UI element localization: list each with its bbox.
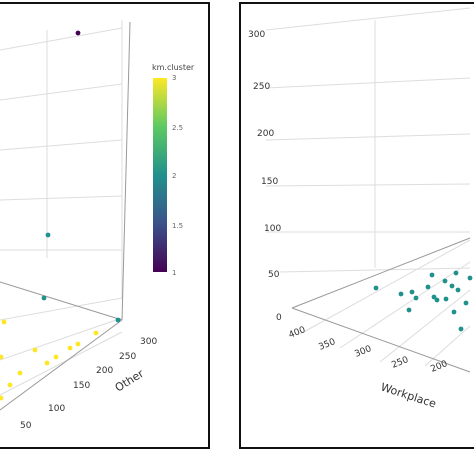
left-panel-frame — [0, 2, 210, 449]
left-data-point — [44, 360, 50, 366]
right-data-point — [463, 300, 469, 306]
left-data-point — [0, 354, 4, 360]
right-data-point — [458, 326, 464, 332]
colorbar-legend: km.cluster 3 2.5 2 1.5 1 — [152, 63, 195, 277]
left-depth-tick-label: 100 — [48, 404, 65, 414]
right-data-point — [453, 270, 459, 276]
right-data-point — [451, 309, 457, 315]
right-vertical-tick-label: 150 — [261, 177, 278, 187]
left-depth-tick-label: 300 — [140, 337, 157, 347]
left-scatter-points — [0, 30, 121, 401]
right-data-point — [467, 275, 473, 281]
left-data-point — [32, 347, 38, 353]
right-vertical-tick-label: 200 — [257, 129, 274, 139]
left-data-point — [45, 232, 51, 238]
colorbar-tick-label: 1.5 — [172, 222, 183, 230]
right-plot-axes — [291, 237, 471, 373]
left-data-point — [53, 354, 59, 360]
left-data-point — [1, 319, 7, 325]
right-plot-grid — [265, 7, 471, 367]
right-scatter-points — [373, 270, 473, 332]
left-data-point — [67, 345, 73, 351]
right-data-point — [434, 297, 440, 303]
right-data-point — [373, 285, 379, 291]
right-vertical-tick-label: 250 — [253, 82, 270, 92]
left-plot-grid — [0, 20, 123, 396]
colorbar-tick-label: 1 — [172, 269, 176, 277]
left-axis-ticks: 300 250 200 150 100 50 — [20, 337, 157, 431]
left-data-point — [41, 295, 47, 301]
right-data-point — [449, 283, 455, 289]
left-data-point — [93, 330, 99, 336]
right-data-point — [429, 272, 435, 278]
left-data-point — [7, 382, 13, 388]
left-depth-tick-label: 250 — [119, 352, 136, 362]
right-data-point — [431, 294, 437, 300]
left-data-point — [0, 395, 4, 401]
left-data-point — [75, 341, 81, 347]
right-data-point — [425, 284, 431, 290]
right-data-point — [442, 278, 448, 284]
colorbar-gradient — [153, 78, 167, 272]
right-data-point — [398, 291, 404, 297]
left-plot-axes — [0, 21, 131, 411]
left-depth-tick-label: 50 — [20, 421, 32, 431]
right-data-point — [443, 296, 449, 302]
left-data-point — [75, 30, 81, 36]
right-data-point — [406, 307, 412, 313]
right-vertical-tick-label: 300 — [248, 30, 265, 40]
right-data-point — [409, 289, 415, 295]
right-data-point — [455, 287, 461, 293]
left-data-point — [115, 317, 121, 323]
left-depth-tick-label: 150 — [73, 381, 90, 391]
right-vertical-tick-label: 100 — [264, 224, 281, 234]
right-vertical-tick-label: 0 — [276, 313, 282, 323]
right-panel-frame — [239, 2, 474, 449]
right-data-point — [413, 295, 419, 301]
colorbar-tick-label: 2 — [172, 172, 176, 180]
left-depth-tick-label: 200 — [96, 366, 113, 376]
left-data-point — [17, 370, 23, 376]
right-vertical-tick-label: 50 — [268, 270, 280, 280]
colorbar-title: km.cluster — [152, 63, 195, 72]
colorbar-ticks: 3 2.5 2 1.5 1 — [172, 74, 183, 277]
colorbar-tick-label: 2.5 — [172, 124, 183, 132]
colorbar-tick-label: 3 — [172, 74, 176, 82]
